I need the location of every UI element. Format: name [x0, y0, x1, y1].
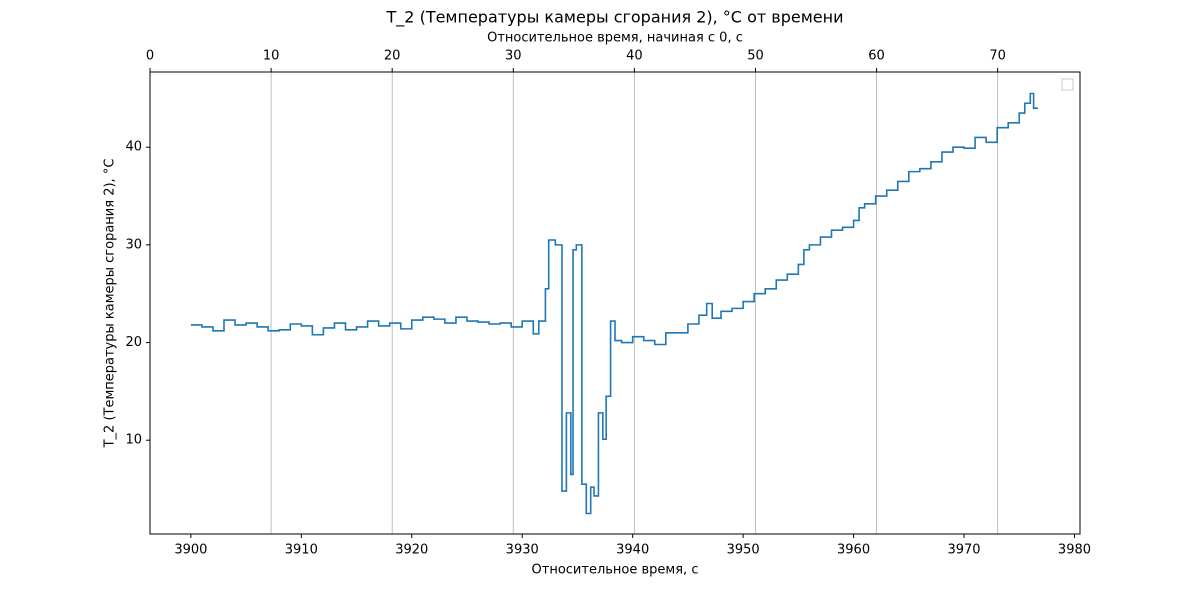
y-tick-label: 10: [125, 433, 142, 448]
x-tick-label: 3960: [837, 543, 870, 558]
x-tick-label: 3920: [395, 543, 428, 558]
x2-tick-label: 60: [868, 49, 885, 64]
line: [190, 92, 1039, 515]
chart-title: T_2 (Температуры камеры сгорания 2), °C …: [386, 8, 844, 28]
x-tick-label: 3940: [616, 543, 649, 558]
x2-tick-label: 0: [146, 49, 154, 64]
x2-tick-label: 50: [747, 49, 764, 64]
plot-frame: [149, 71, 1081, 535]
y-tick-label: 20: [125, 335, 142, 350]
x-tick-label: 3900: [174, 543, 207, 558]
y-tick-label: 30: [125, 237, 142, 252]
x-tick-label: 3910: [285, 543, 318, 558]
legend: [1061, 78, 1074, 91]
x2-tick-label: 70: [989, 49, 1006, 64]
x-tick-label: 3950: [727, 543, 760, 558]
y-axis-label: T_2 (Температуры камеры сгорания 2), °C: [103, 159, 118, 449]
x-tick-label: 3980: [1058, 543, 1091, 558]
x2-tick-label: 20: [384, 49, 401, 64]
x2-tick-label: 40: [626, 49, 643, 64]
x-tick-label: 3930: [506, 543, 539, 558]
y-tick-label: 40: [125, 140, 142, 155]
x-tick-label: 3970: [947, 543, 980, 558]
x-axis-label: Относительное время, с: [532, 563, 699, 578]
x2-tick-label: 30: [505, 49, 522, 64]
x2-axis-label: Относительное время, начиная с 0, с: [487, 31, 743, 46]
x2-tick-label: 10: [263, 49, 280, 64]
